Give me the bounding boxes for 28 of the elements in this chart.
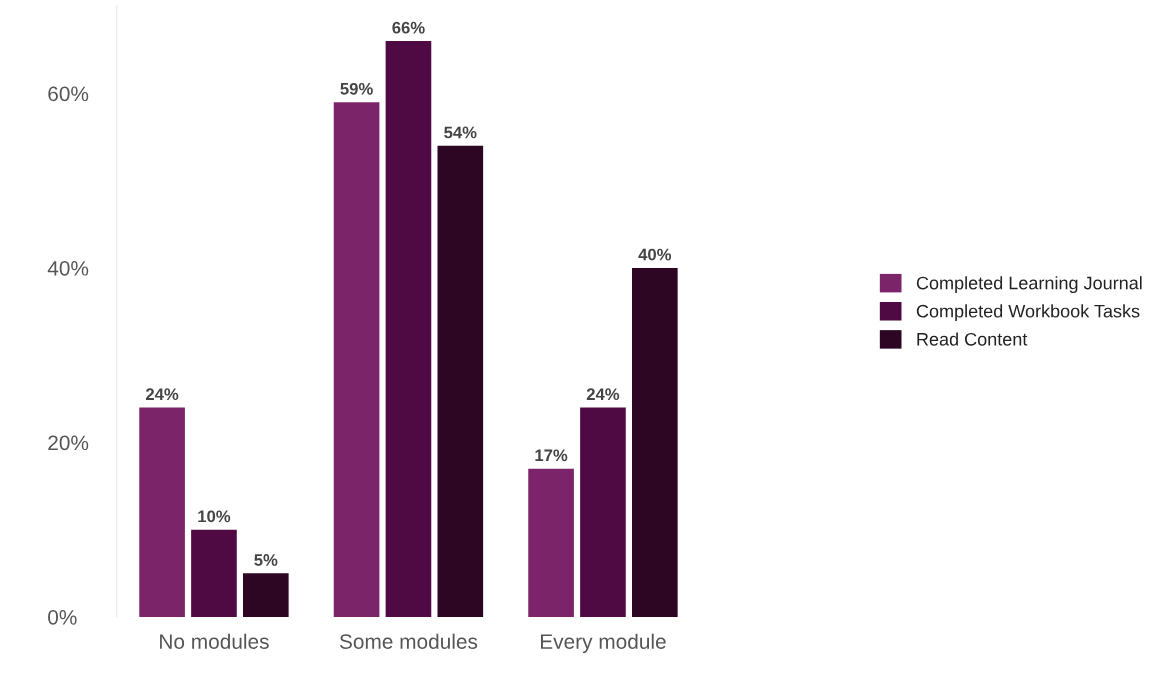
data-label: 24% [586, 388, 620, 401]
y-tick-label: 60% [48, 86, 89, 102]
bar [333, 102, 380, 617]
x-tick-label: No modules [160, 633, 269, 649]
bar [191, 529, 237, 617]
bar [385, 41, 432, 617]
data-label: 66% [392, 21, 425, 34]
bar [437, 145, 484, 617]
y-tick-label: 0% [48, 609, 77, 625]
legend-label: Completed Workbook Tasks [916, 304, 1140, 322]
bar [139, 407, 185, 617]
x-tick-label: Some modules [339, 633, 478, 649]
bar [632, 267, 678, 617]
data-label: 10% [198, 510, 231, 523]
bar [528, 468, 574, 617]
data-label: 59% [340, 82, 373, 95]
data-label: 40% [638, 248, 672, 261]
data-label: 17% [535, 449, 568, 462]
x-tick-label: Every module [540, 633, 666, 654]
y-tick-label: 40% [47, 260, 89, 276]
legend-label: Read Content [917, 332, 1028, 346]
data-label: 24% [145, 388, 179, 401]
data-label: 5% [254, 554, 278, 566]
bar [580, 407, 626, 617]
legend-label: Completed Learning Journal [916, 276, 1142, 293]
y-tick-label: 20% [48, 435, 89, 451]
data-label: 54% [444, 126, 477, 139]
bar [243, 573, 289, 617]
